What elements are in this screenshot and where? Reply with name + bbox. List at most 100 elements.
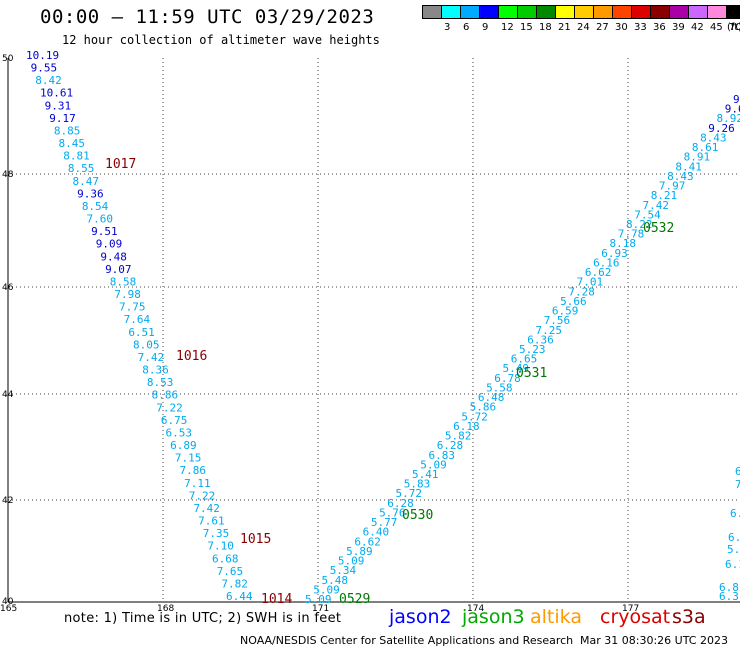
- wave-height-label: 8.81: [63, 150, 90, 163]
- latitude-tick-label: 44: [2, 390, 14, 400]
- pass-time-label: 1014: [261, 592, 292, 607]
- wave-height-label: 7.75: [119, 301, 146, 314]
- legend-tick-label: 45: [710, 22, 723, 33]
- pass-time-label: 1015: [240, 532, 271, 547]
- wave-height-label: 6.18: [453, 420, 480, 433]
- wave-height-label: 7.22: [189, 489, 216, 502]
- wave-height-label: 9.17: [49, 112, 76, 125]
- wave-height-label: 9.48: [100, 250, 127, 263]
- wave-height-label: 8.43: [667, 170, 694, 183]
- wave-height-label: 8.18: [610, 237, 637, 250]
- pass-time-label: 0530: [402, 508, 433, 523]
- wave-height-label: 7.35: [203, 527, 230, 540]
- wave-height-label: 5.48: [321, 574, 348, 587]
- latitude-tick-label: 42: [2, 496, 13, 506]
- wave-height-label: 6.62: [354, 535, 381, 548]
- wave-height-label: 7.54: [634, 208, 661, 221]
- wave-height-label: 7.86: [179, 464, 206, 477]
- wave-height-label: 6.78: [494, 372, 521, 385]
- wave-height-label: 6.48: [478, 391, 505, 404]
- satellite-legend-jason2: jason2: [389, 606, 452, 628]
- wave-height-label: 7.42: [138, 351, 165, 364]
- wave-height-label: 5.72: [461, 410, 488, 423]
- wave-height-label: 6.36: [527, 333, 554, 346]
- wave-height-label: 5.09: [338, 555, 365, 568]
- longitude-tick-label: 174: [467, 604, 484, 614]
- satellite-legend-altika: altika: [530, 606, 582, 628]
- longitude-tick-label: 177: [622, 604, 639, 614]
- legend-tick-label: 9: [482, 22, 489, 33]
- wave-height-label: 7.42: [193, 502, 220, 515]
- wave-height-label: 9.60: [725, 103, 740, 116]
- wave-height-label: 7.01: [577, 276, 604, 289]
- wave-height-label: 7.65: [217, 565, 244, 578]
- wave-height-label: 6.75: [161, 414, 188, 427]
- wave-height-label: 10.19: [26, 49, 59, 62]
- wave-height-label: 5.34: [330, 564, 357, 577]
- wave-height-label: 7.60: [86, 213, 113, 226]
- wave-height-label: 6.51: [128, 326, 155, 339]
- wave-height-label: 7.28: [568, 285, 595, 298]
- legend-tick-label: 39: [672, 22, 685, 33]
- wave-height-label: 9.55: [31, 62, 57, 75]
- wave-height-label: 6.: [730, 507, 740, 520]
- wave-height-label: 8.41: [675, 160, 702, 173]
- wave-height-label: 8.91: [684, 151, 711, 164]
- wave-height-label: 8.42: [35, 74, 62, 87]
- wave-height-label: 6.28: [387, 497, 414, 510]
- wave-height-label: 8.47: [73, 175, 100, 188]
- wave-height-label: 5.66: [560, 295, 587, 308]
- wave-height-label: 7.22: [156, 401, 183, 414]
- longitude-tick-label: 171: [312, 604, 329, 614]
- wave-height-label: 5.77: [371, 516, 398, 529]
- wave-height-label: 5.82: [445, 430, 472, 443]
- legend-tick-label: 30: [615, 22, 628, 33]
- legend-tick-label: 70: [729, 22, 740, 33]
- generated-timestamp: Mar 31 08:30:26 UTC 2023: [580, 634, 728, 647]
- wave-height-label: 6.83: [428, 449, 455, 462]
- satellite-legend-s3a: s3a: [672, 606, 706, 628]
- wave-height-label: 9.07: [105, 263, 131, 276]
- latitude-tick-label: 46: [2, 283, 14, 293]
- credit-text: NOAA/NESDIS Center for Satellite Applica…: [240, 634, 574, 647]
- wave-height-label: 7.97: [659, 180, 686, 193]
- wave-height-label: 5.72: [396, 487, 423, 500]
- wave-height-label: 8.43: [700, 131, 727, 144]
- legend-tick-label: 12: [501, 22, 514, 33]
- wave-height-label: 6.93: [601, 247, 628, 260]
- wave-height-label: 5.7: [727, 543, 740, 556]
- wave-height-label: 5.09: [305, 593, 332, 606]
- wave-height-label: 9.36: [77, 187, 104, 200]
- wave-height-label: 5.86: [470, 401, 497, 414]
- wave-height-label: 6.8: [719, 581, 739, 594]
- wave-height-label: 8.36: [142, 364, 169, 377]
- wave-height-label: 6.16: [593, 256, 620, 269]
- latitude-tick-label: 40: [2, 597, 14, 607]
- pass-time-label: 0532: [643, 221, 674, 236]
- wave-height-label: 5.83: [404, 478, 431, 491]
- page-title: 00:00 – 11:59 UTC 03/29/2023: [40, 6, 375, 28]
- wave-height-label: 8.21: [651, 189, 678, 202]
- latitude-tick-label: 48: [2, 170, 14, 180]
- legend-tick-label: 27: [596, 22, 609, 33]
- legend-tick-label: 36: [653, 22, 666, 33]
- wave-height-label: 8.53: [147, 376, 174, 389]
- wave-height-label: 5.76: [379, 506, 406, 519]
- wave-height-label: 7.78: [618, 228, 645, 241]
- wave-height-label: 7.11: [184, 477, 211, 490]
- wave-height-label: 5.09: [313, 583, 340, 596]
- wave-height-label: 6.65: [511, 353, 538, 366]
- wave-height-label: 6.1: [725, 558, 740, 571]
- satellite-legend-cryosat: cryosat: [600, 606, 671, 628]
- wave-height-label: 6.40: [363, 526, 390, 539]
- wave-height-label: 7.56: [544, 314, 571, 327]
- wave-height-label: 5.23: [519, 343, 546, 356]
- wave-height-label: 9.31: [45, 99, 72, 112]
- wave-height-label: 7.10: [207, 540, 234, 553]
- wave-height-label: 6.: [728, 531, 740, 544]
- footer-note: note: 1) Time is in UTC; 2) SWH is in fe…: [64, 611, 342, 626]
- page-subtitle: 12 hour collection of altimeter wave hei…: [62, 33, 380, 47]
- wave-height-label: 8.45: [59, 137, 85, 150]
- wave-height-label: 8.55: [68, 162, 95, 175]
